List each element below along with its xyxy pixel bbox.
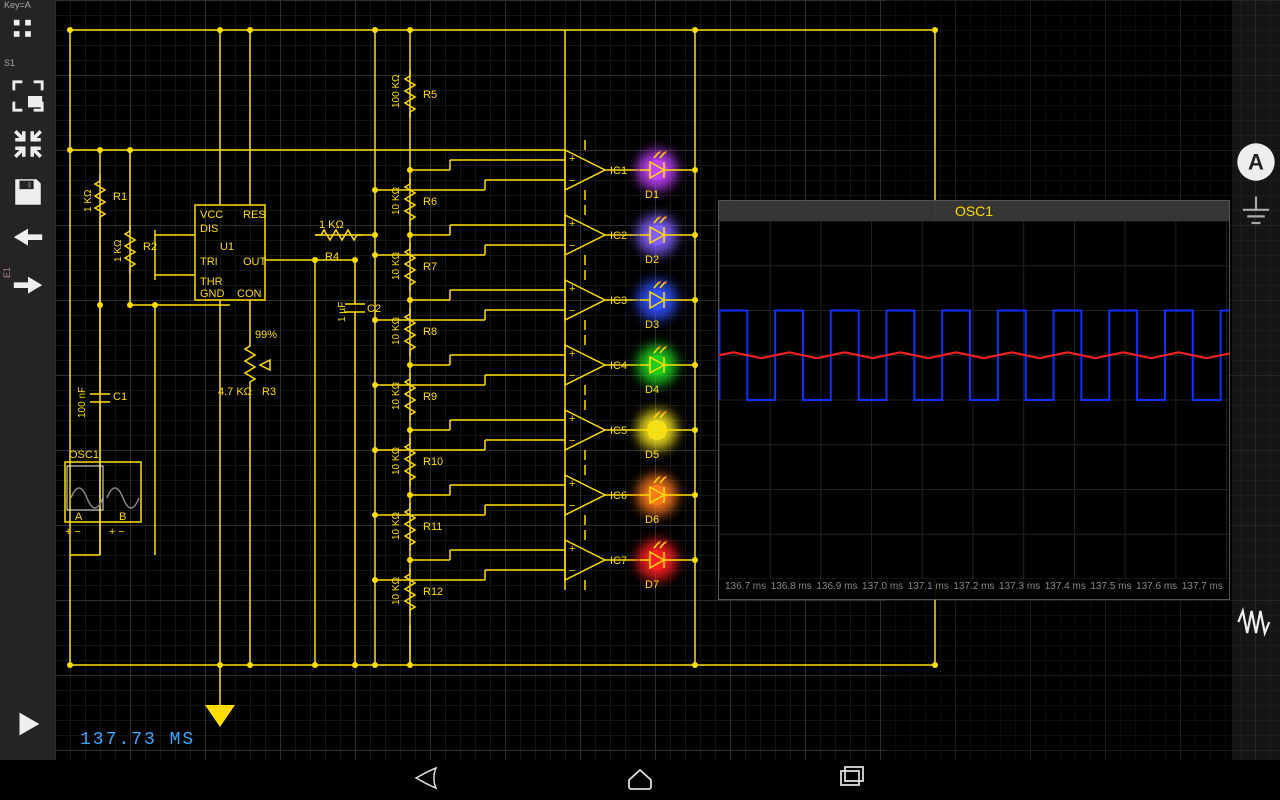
svg-text:+: +	[569, 478, 575, 490]
svg-text:R10: R10	[423, 456, 443, 468]
svg-text:−: −	[569, 370, 575, 382]
r5-label: R5	[423, 89, 437, 101]
left-toolbar: Key=A S1 E1	[0, 0, 55, 760]
r3-value: 4.7 KΩ	[218, 386, 252, 398]
c2-value: 1 µF	[337, 302, 348, 322]
svg-text:IC1: IC1	[610, 165, 627, 177]
scope-x-axis: 136.7 ms136.8 ms136.9 ms137.0 ms137.1 ms…	[719, 581, 1229, 599]
s1-label: S1	[4, 58, 15, 68]
svg-text:OUT: OUT	[243, 256, 267, 268]
svg-text:RES: RES	[243, 209, 266, 221]
redo-icon[interactable]	[8, 268, 48, 308]
svg-text:R11: R11	[423, 521, 442, 533]
svg-text:+: +	[569, 413, 575, 425]
recent-button[interactable]	[836, 762, 868, 799]
c2-label: C2	[367, 303, 381, 315]
svg-text:A: A	[1248, 150, 1264, 175]
r4-label: R4	[325, 251, 339, 263]
svg-text:OSC1: OSC1	[69, 449, 99, 461]
svg-text:IC7: IC7	[610, 555, 627, 567]
svg-text:+: +	[569, 218, 575, 230]
svg-text:R9: R9	[423, 391, 437, 403]
capacitor-c2[interactable]	[345, 290, 365, 326]
svg-text:VCC: VCC	[200, 209, 223, 221]
svg-text:IC4: IC4	[610, 360, 627, 372]
back-button[interactable]	[412, 762, 444, 799]
collapse-icon[interactable]	[8, 124, 48, 164]
scope-body	[719, 221, 1229, 579]
svg-text:+ −: + −	[109, 526, 125, 538]
r3-label: R3	[262, 386, 276, 398]
svg-text:B: B	[119, 511, 126, 523]
svg-text:GND: GND	[200, 288, 225, 300]
svg-text:D5: D5	[645, 449, 659, 461]
play-icon[interactable]	[8, 704, 48, 744]
r3-pct: 99%	[255, 329, 277, 341]
select-icon[interactable]	[8, 76, 48, 116]
svg-text:D2: D2	[645, 254, 659, 266]
svg-text:THR: THR	[200, 276, 223, 288]
home-button[interactable]	[624, 762, 656, 799]
svg-text:R6: R6	[423, 196, 437, 208]
time-readout: 137.73 MS	[80, 730, 195, 750]
svg-text:R7: R7	[423, 261, 437, 273]
r4-value: 1 KΩ	[319, 219, 344, 231]
svg-text:+ −: + −	[65, 526, 81, 538]
svg-text:−: −	[569, 175, 575, 187]
scope-title: OSC1	[719, 201, 1229, 221]
r1-label: R1	[113, 191, 127, 203]
ground-symbol	[205, 705, 235, 727]
auto-button[interactable]: A	[1234, 140, 1278, 184]
svg-text:D7: D7	[645, 579, 659, 591]
svg-text:−: −	[569, 500, 575, 512]
svg-text:R8: R8	[423, 326, 437, 338]
svg-text:R12: R12	[423, 586, 443, 598]
e1-label: E1	[2, 267, 12, 278]
svg-text:−: −	[569, 240, 575, 252]
r2-value: 1 KΩ	[113, 239, 124, 262]
svg-text:DIS: DIS	[200, 223, 218, 235]
scope-svg	[719, 221, 1229, 579]
undo-icon[interactable]	[8, 220, 48, 260]
app-root: Key=A S1 E1 A	[0, 0, 1280, 760]
svg-text:−: −	[569, 565, 575, 577]
save-icon[interactable]	[8, 172, 48, 212]
right-toolbar: A	[1232, 0, 1280, 760]
android-navbar	[0, 760, 1280, 800]
menu-icon[interactable]	[8, 14, 48, 54]
r5-value: 100 KΩ	[391, 74, 402, 108]
svg-text:+: +	[569, 283, 575, 295]
r1-value: 1 KΩ	[83, 189, 94, 212]
oscilloscope-panel[interactable]: OSC1 136.7 ms136.8 ms136.9 ms137.0 ms137…	[718, 200, 1230, 600]
svg-text:D4: D4	[645, 384, 659, 396]
svg-text:+: +	[569, 543, 575, 555]
svg-text:TRI: TRI	[200, 256, 218, 268]
ground-icon[interactable]	[1234, 190, 1278, 234]
key-label: Key=A	[4, 0, 31, 10]
u1-label: U1	[220, 241, 234, 253]
svg-text:IC6: IC6	[610, 490, 627, 502]
svg-text:IC3: IC3	[610, 295, 627, 307]
wave-icon[interactable]	[1234, 600, 1278, 644]
svg-text:IC5: IC5	[610, 425, 627, 437]
osc-block[interactable]: OSC1 A B + − + −	[65, 449, 141, 538]
svg-text:D3: D3	[645, 319, 659, 331]
svg-text:−: −	[569, 305, 575, 317]
svg-text:CON: CON	[237, 288, 262, 300]
svg-text:+: +	[569, 348, 575, 360]
svg-text:D1: D1	[645, 189, 659, 201]
svg-text:IC2: IC2	[610, 230, 627, 242]
svg-text:D6: D6	[645, 514, 659, 526]
svg-text:+: +	[569, 153, 575, 165]
c1-value: 100 nF	[77, 387, 88, 418]
svg-text:A: A	[75, 511, 83, 523]
svg-text:−: −	[569, 435, 575, 447]
c1-label: C1	[113, 391, 127, 403]
pot-r3[interactable]	[245, 340, 255, 388]
